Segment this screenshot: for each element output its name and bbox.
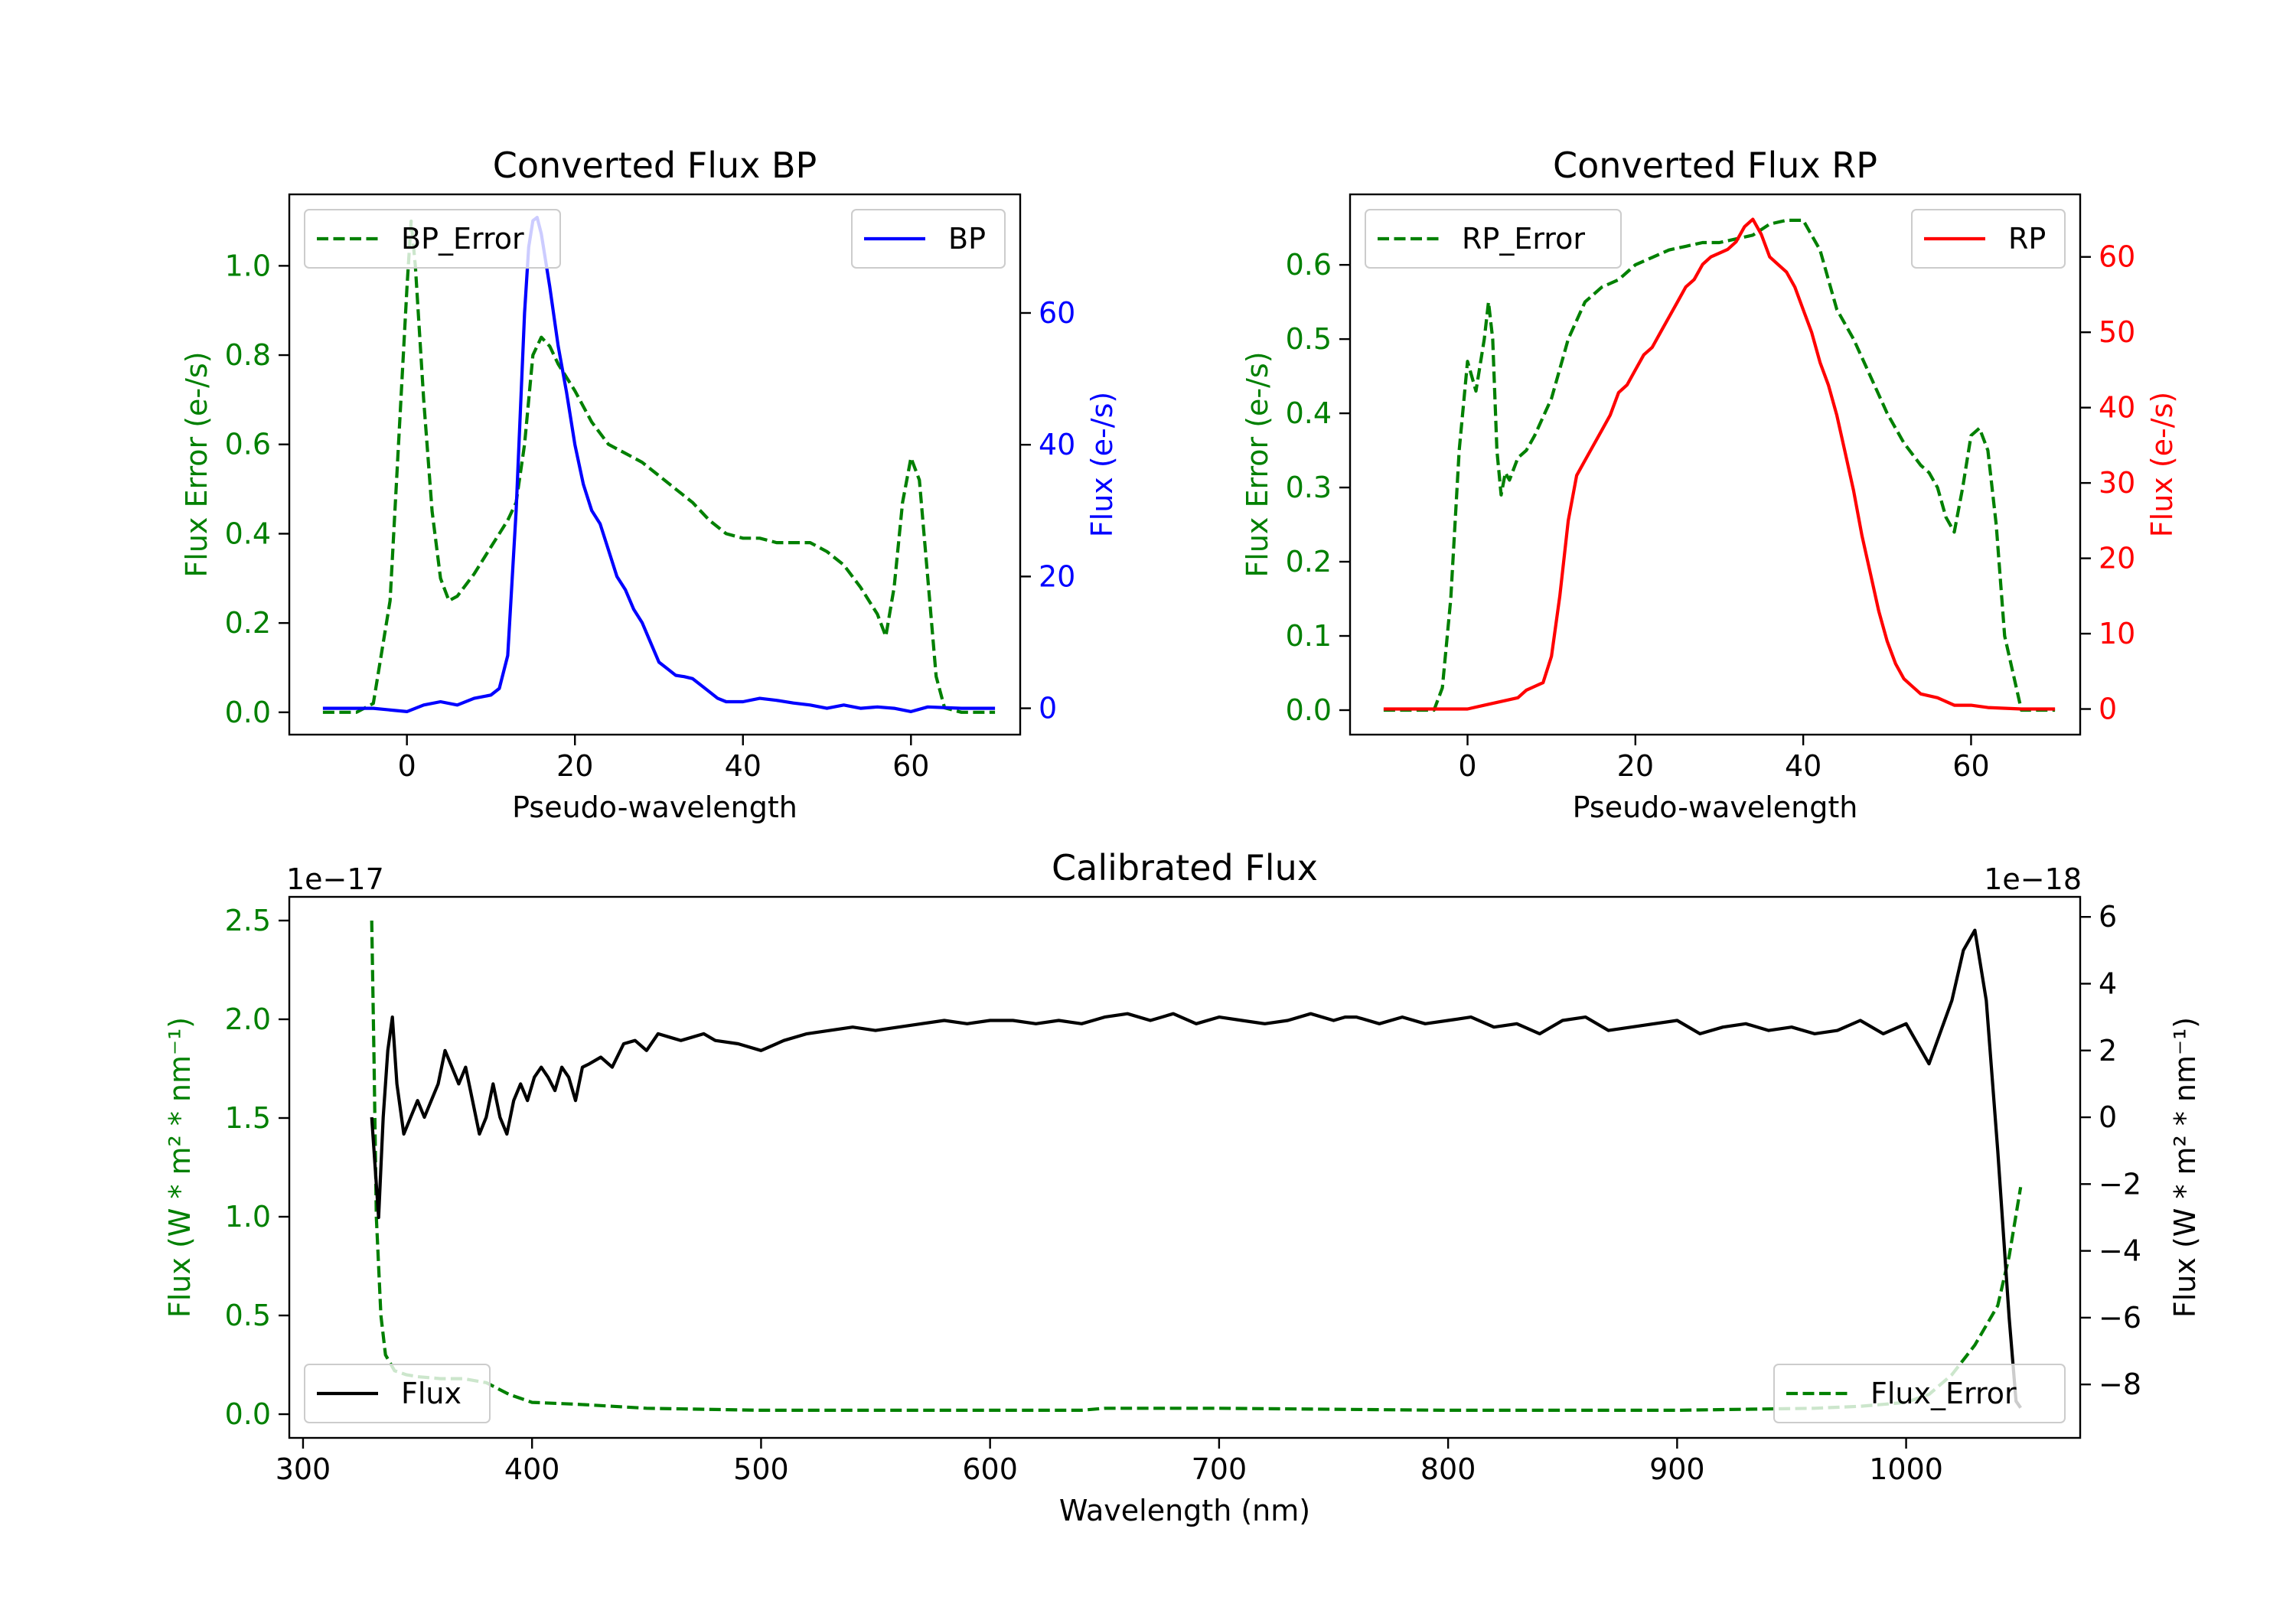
y-left-tick-label: 0.0 <box>225 1397 271 1431</box>
y-right-tick-label: 4 <box>2099 966 2117 1000</box>
y-left-tick-label: 2.0 <box>225 1002 271 1036</box>
legend-flux-error: Flux_Error <box>1773 1364 2066 1423</box>
x-axis-label: Pseudo-wavelength <box>1573 790 1858 824</box>
x-tick-label: 20 <box>556 749 593 783</box>
legend-bp: BP <box>851 209 1006 269</box>
y-left-offset-label: 1e−17 <box>286 862 384 896</box>
y-left-tick-label: 0.5 <box>1286 322 1332 356</box>
y-left-tick-label: 0.0 <box>225 696 271 729</box>
y-right-tick-label: 40 <box>1039 428 1075 461</box>
series-line-bp-error <box>322 219 996 714</box>
x-tick-label: 1000 <box>1869 1452 1943 1486</box>
series-line-rp-error <box>1383 218 2056 712</box>
chart-title: Converted Flux RP <box>1553 145 1877 186</box>
x-tick-label: 0 <box>398 749 416 783</box>
legend-box <box>1773 1364 2066 1423</box>
y-right-tick-label: 60 <box>2099 240 2135 274</box>
legend-box <box>1911 209 2066 269</box>
y-left-tick-label: 0.1 <box>1286 619 1332 653</box>
y-left-axis-label: Flux (W * m² * nm⁻¹) <box>163 1017 197 1318</box>
y-right-tick-label: 0 <box>2099 693 2117 726</box>
y-right-tick-label: −2 <box>2099 1167 2141 1201</box>
y-right-tick-label: 30 <box>2099 466 2135 500</box>
chart-1: 0 20 40 60 0.0 0.2 0.4 0.6 0.8 1.0 0 20 40 60 Converte… <box>180 145 1119 824</box>
y-right-tick-label: 0 <box>1039 692 1057 725</box>
y-left-tick-label: 2.5 <box>225 904 271 937</box>
x-tick-label: 600 <box>962 1452 1018 1486</box>
legend-box <box>304 209 561 269</box>
series-line-rp <box>1383 217 2056 711</box>
plot-frame <box>288 193 1022 736</box>
y-right-tick-label: 20 <box>2099 542 2135 575</box>
chart-title: Converted Flux BP <box>493 145 817 186</box>
y-right-tick-label: 2 <box>2099 1034 2117 1068</box>
y-left-tick-label: 1.0 <box>225 249 271 282</box>
y-right-tick-label: 6 <box>2099 900 2117 934</box>
y-left-tick-label: 1.5 <box>225 1101 271 1135</box>
y-left-tick-label: 1.0 <box>225 1200 271 1234</box>
y-left-tick-label: 0.8 <box>225 338 271 372</box>
y-right-tick-label: −4 <box>2099 1234 2141 1268</box>
legend-flux: Flux <box>304 1364 491 1423</box>
legend-box <box>851 209 1006 269</box>
legend-rp-error: RP_Error <box>1365 209 1622 269</box>
y-right-tick-label: 40 <box>2099 391 2135 425</box>
legend-label: Flux <box>401 1377 461 1410</box>
x-tick-label: 20 <box>1617 749 1654 783</box>
y-right-tick-label: 60 <box>1039 296 1075 330</box>
y-right-axis-label: Flux (e-/s) <box>1085 392 1119 537</box>
chart-2: 0 20 40 60 0.0 0.1 0.2 0.3 0.4 0.5 0.6 0 10 20 30 40 50 6… <box>1241 145 2179 824</box>
x-tick-label: 300 <box>276 1452 331 1486</box>
y-left-tick-label: 0.0 <box>1286 693 1332 727</box>
y-left-axis-label: Flux Error (e-/s) <box>180 351 214 577</box>
legend-bp-error: BP_Error <box>304 209 561 269</box>
legend-box <box>1365 209 1622 269</box>
y-right-tick-label: 10 <box>2099 617 2135 650</box>
y-left-tick-label: 0.6 <box>225 428 271 461</box>
x-tick-label: 400 <box>504 1452 560 1486</box>
plot-frame <box>288 895 2082 1439</box>
y-right-axis-label: Flux (W * m² * nm⁻¹) <box>2168 1017 2202 1318</box>
legend-rp: RP <box>1911 209 2066 269</box>
y-right-offset-label: 1e−18 <box>1984 862 2082 896</box>
charts-root: 0 20 40 600.00.20.40.60.81.00204060Converte… <box>163 145 2202 1527</box>
chart-title: Calibrated Flux <box>1052 847 1318 888</box>
x-tick-label: 60 <box>1952 749 1989 783</box>
y-left-axis-label: Flux Error (e-/s) <box>1241 351 1274 577</box>
y-right-tick-label: −6 <box>2099 1301 2141 1335</box>
series-line-bp <box>322 216 996 713</box>
x-tick-label: 40 <box>1785 749 1821 783</box>
x-tick-label: 40 <box>725 749 762 783</box>
x-tick-label: 0 <box>1458 749 1476 783</box>
y-left-tick-label: 0.2 <box>1286 545 1332 579</box>
x-tick-label: 800 <box>1420 1452 1476 1486</box>
y-right-tick-label: 20 <box>1039 559 1075 593</box>
legend-label: BP_Error <box>401 222 524 256</box>
legend-label: RP <box>2008 222 2046 256</box>
y-right-tick-label: −8 <box>2099 1367 2141 1401</box>
legend-label: Flux_Error <box>1870 1377 2017 1410</box>
chart-3: 300 400 500 600 700 800 900 1000 0.0 0.5 1.0 1.5 2.0… <box>163 847 2202 1527</box>
x-tick-label: 500 <box>733 1452 789 1486</box>
x-tick-label: 700 <box>1192 1452 1247 1486</box>
x-tick-label: 900 <box>1649 1452 1705 1486</box>
legend-label: BP <box>948 222 986 256</box>
y-right-tick-label: 0 <box>2099 1100 2117 1134</box>
y-left-tick-label: 0.6 <box>1286 248 1332 282</box>
series-line-flux <box>370 928 2022 1409</box>
y-left-tick-label: 0.5 <box>225 1299 271 1332</box>
y-right-axis-label: Flux (e-/s) <box>2145 392 2179 537</box>
legend-box <box>304 1364 491 1423</box>
y-right-tick-label: 50 <box>2099 315 2135 349</box>
y-left-tick-label: 0.3 <box>1286 471 1332 504</box>
plot-frame <box>1349 193 2082 736</box>
x-axis-label: Pseudo-wavelength <box>512 790 797 824</box>
y-left-tick-label: 0.2 <box>225 606 271 640</box>
x-tick-label: 60 <box>892 749 929 783</box>
y-left-tick-label: 0.4 <box>1286 396 1332 430</box>
legend-label: RP_Error <box>1462 222 1585 256</box>
y-left-tick-label: 0.4 <box>225 517 271 550</box>
x-axis-label: Wavelength (nm) <box>1059 1494 1310 1527</box>
